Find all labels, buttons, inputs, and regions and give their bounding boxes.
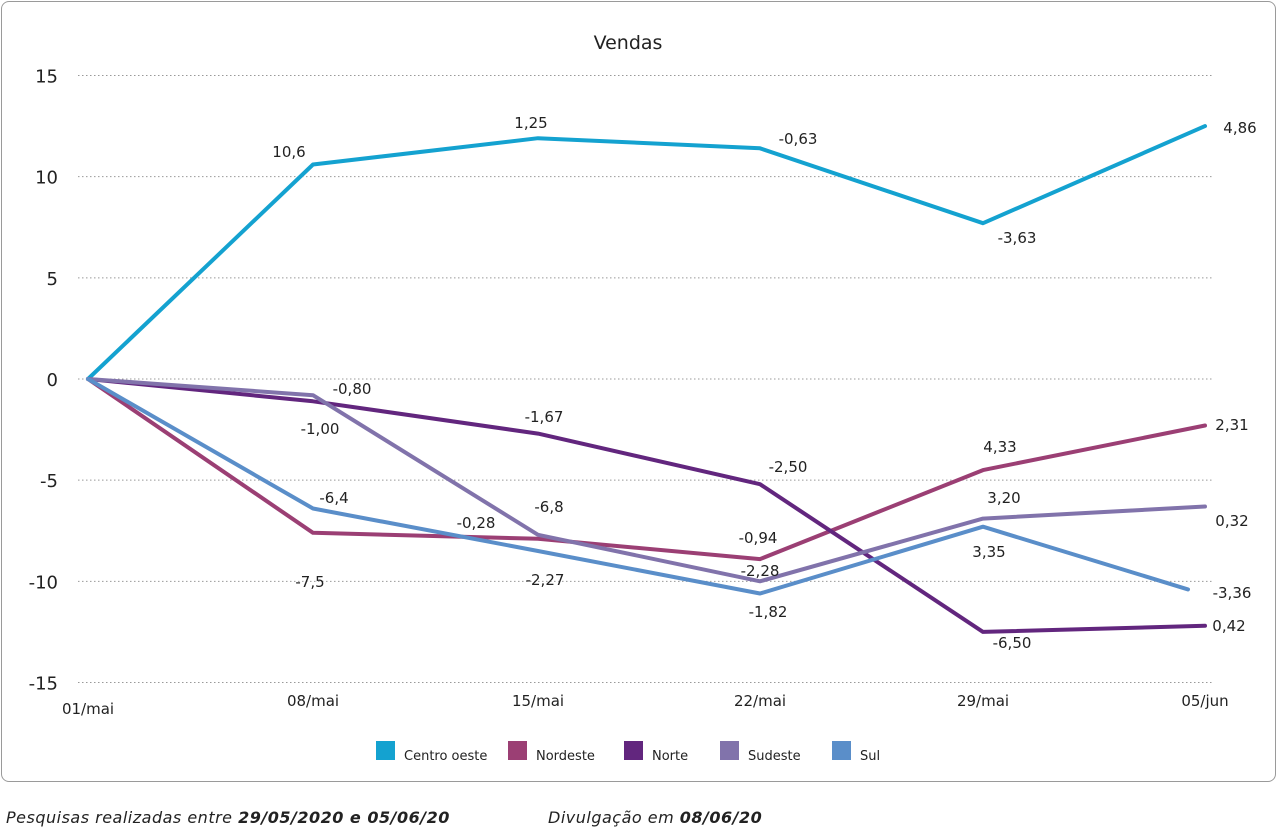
legend-swatch	[832, 741, 851, 760]
y-tick-label: -5	[40, 471, 58, 492]
x-tick-label: 15/mai	[512, 692, 564, 710]
data-label: -1,00	[301, 420, 340, 438]
data-label: 4,86	[1223, 119, 1256, 137]
data-label: 3,20	[987, 489, 1020, 507]
survey-dates: 29/05/2020 e 05/06/20	[238, 808, 450, 827]
x-tick-label: 08/mai	[287, 692, 339, 710]
series-line-sudeste	[86, 377, 1207, 584]
chart-frame	[1, 1, 1276, 782]
y-tick-label: 5	[47, 269, 58, 290]
legend-swatch	[508, 741, 527, 760]
series-line-sul	[86, 377, 1190, 596]
data-label: -6,8	[534, 498, 563, 516]
data-label: -3,63	[998, 229, 1037, 247]
survey-prefix: Pesquisas realizadas entre	[6, 808, 239, 827]
x-tick-label: 01/mai	[62, 700, 114, 718]
data-label: -0,94	[739, 529, 778, 547]
data-label: -0,63	[779, 130, 818, 148]
release-date: 08/06/20	[679, 808, 763, 827]
data-label: 4,33	[983, 438, 1016, 456]
series-line-centro-oeste	[86, 124, 1207, 381]
legend-label: Nordeste	[536, 749, 595, 764]
legend-swatch	[376, 741, 395, 760]
legend-swatch	[720, 741, 739, 760]
release-prefix: Divulgação em	[548, 808, 680, 827]
series-line-nordeste	[86, 377, 1207, 562]
data-label: 1,25	[514, 114, 547, 132]
x-tick-label: 22/mai	[734, 692, 786, 710]
data-label: 2,31	[1215, 416, 1248, 434]
chart-title: Vendas	[594, 32, 663, 54]
data-label: -0,28	[457, 514, 496, 532]
data-label: -2,50	[769, 458, 808, 476]
data-label: -3,36	[1213, 584, 1252, 602]
series-line-norte	[86, 377, 1207, 634]
data-label: -1,82	[749, 603, 788, 621]
data-label: -7,5	[295, 573, 324, 591]
y-tick-label: -10	[29, 572, 58, 593]
data-label: -2,28	[741, 562, 780, 580]
y-tick-label: 15	[35, 67, 58, 88]
x-tick-label: 05/jun	[1181, 692, 1228, 710]
y-tick-label: -15	[29, 674, 58, 695]
data-label: -6,4	[319, 489, 348, 507]
legend-label: Centro oeste	[404, 749, 487, 764]
data-label: -6,50	[993, 634, 1032, 652]
y-tick-label: 10	[35, 168, 58, 189]
data-label: 3,35	[972, 543, 1005, 561]
data-label: -1,67	[525, 408, 564, 426]
y-tick-label: 0	[47, 370, 58, 391]
data-label: 0,32	[1215, 512, 1248, 530]
release-date-note: Divulgação em 08/06/20	[548, 808, 762, 827]
data-label: 10,6	[272, 143, 305, 161]
legend-swatch	[624, 741, 643, 760]
data-label: -2,27	[526, 571, 565, 589]
data-label: 0,42	[1212, 617, 1245, 635]
legend-label: Sul	[860, 749, 880, 764]
legend-label: Norte	[652, 749, 688, 764]
legend-label: Sudeste	[748, 749, 801, 764]
x-tick-label: 29/mai	[957, 692, 1009, 710]
survey-period: Pesquisas realizadas entre 29/05/2020 e …	[6, 808, 450, 827]
data-label: -0,80	[333, 380, 372, 398]
